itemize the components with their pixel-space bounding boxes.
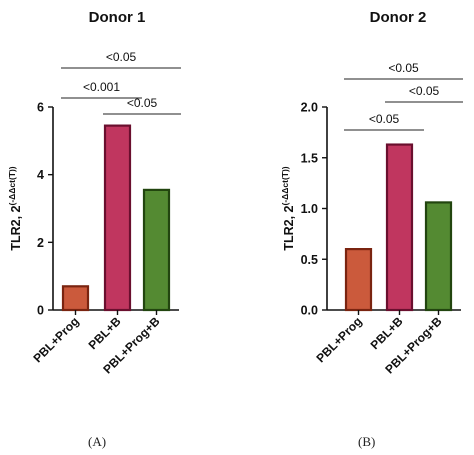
significance-label: <0.05 <box>388 61 419 75</box>
y-axis-label-main: TLR2, 2 <box>9 205 23 250</box>
bar-pbl-prog-b <box>424 201 453 312</box>
y-tick-label: 2.0 <box>301 101 318 115</box>
significance-label: <0.05 <box>127 96 158 110</box>
y-tick-label: 6 <box>37 101 44 115</box>
x-category-label: PBL+B <box>86 314 124 352</box>
y-tick-label: 0 <box>37 304 44 318</box>
x-category-label: PBL+Prog <box>313 314 364 365</box>
chart-title: Donor 1 <box>89 9 146 26</box>
y-axis-label-main: TLR2, 2 <box>282 205 296 250</box>
panel-label-a: (A) <box>88 434 107 449</box>
y-axis-label-superscript: (-ΔΔct(T)) <box>7 166 17 205</box>
chart-panel-2: Donor 2 0.0 0.5 1.0 1.5 2.0 TLR2, 2(-ΔΔct(T)) P… <box>280 9 463 376</box>
y-tick-label: 2 <box>37 236 44 250</box>
y-axis-label: TLR2, 2(-ΔΔct(T)) <box>7 166 23 250</box>
panel-label-b: (B) <box>358 434 376 449</box>
significance-label: <0.001 <box>83 80 120 94</box>
y-tick-label: 1.0 <box>301 202 318 216</box>
y-axis-label: TLR2, 2(-ΔΔct(T)) <box>280 166 296 250</box>
x-category-label: PBL+Prog <box>30 314 81 365</box>
significance-label: <0.05 <box>369 112 400 126</box>
y-tick-label: 0.0 <box>301 304 318 318</box>
bar-pbl-b <box>385 143 414 312</box>
y-tick-label: 0.5 <box>301 253 318 267</box>
significance-label: <0.05 <box>106 50 137 64</box>
y-tick-label: 4 <box>37 168 44 182</box>
chart-panel-1: Donor 1 0 2 4 6 TLR2, 2(-ΔΔct(T)) PBL+Prog PBL+… <box>7 9 181 376</box>
bar-pbl-prog-b <box>142 188 171 312</box>
bar-pbl-b <box>103 124 132 312</box>
x-category-label: PBL+B <box>368 314 406 352</box>
y-tick-label: 1.5 <box>301 151 318 165</box>
chart-title: Donor 2 <box>370 9 427 26</box>
y-axis-label-superscript: (-ΔΔct(T)) <box>280 166 290 205</box>
bar-pbl-prog <box>61 285 90 312</box>
bar-pbl-prog <box>344 248 373 312</box>
significance-label: <0.05 <box>409 84 440 98</box>
